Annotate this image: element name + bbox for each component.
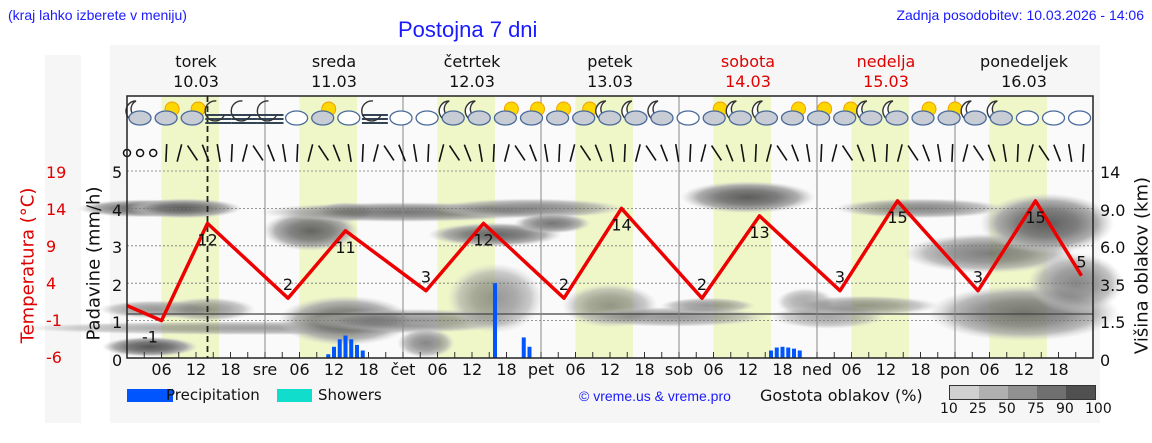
precip-tick: 1 xyxy=(112,313,123,332)
cloud-scale-tick: 25 xyxy=(969,401,987,417)
x-tick: pet xyxy=(527,360,555,379)
x-tick: sob xyxy=(664,360,694,379)
cloud-scale-tick: 90 xyxy=(1056,401,1074,417)
precipitation-axis-label: Padavine (mm/h) xyxy=(83,186,105,341)
cloud-tick: 14 xyxy=(1100,163,1121,182)
svg-text:15: 15 xyxy=(1025,208,1045,227)
precip-tick: 0 xyxy=(112,350,123,370)
svg-text:12: 12 xyxy=(197,230,217,249)
temp-tick: 9 xyxy=(46,237,57,256)
precip-tick: 2 xyxy=(112,275,123,295)
cloud-density-scale xyxy=(949,385,1096,400)
svg-text:2: 2 xyxy=(283,275,293,294)
x-tick: čet xyxy=(390,360,416,379)
svg-text:-1: -1 xyxy=(142,328,158,347)
showers-legend-label: Showers xyxy=(318,386,382,404)
svg-text:2: 2 xyxy=(559,275,569,294)
x-tick: 18 xyxy=(910,360,931,379)
temp-tick: 14 xyxy=(46,200,67,219)
cloud-tick: 6.0 xyxy=(1100,238,1126,257)
day-header-6: ponedeljek 16.03 xyxy=(980,52,1068,91)
cloud-scale-tick: 100 xyxy=(1085,401,1112,417)
x-tick: 06 xyxy=(703,360,724,379)
svg-text:3: 3 xyxy=(835,268,845,287)
cloud-tick: 3.5 xyxy=(1100,275,1126,295)
cloud-height-axis-label: Višina oblakov (km) xyxy=(1131,176,1152,355)
cloud-tick: 0 xyxy=(1100,350,1111,370)
precipitation-swatch xyxy=(127,389,173,402)
x-tick: 18 xyxy=(496,360,517,379)
page-title: Postojna 7 dni xyxy=(398,17,538,42)
x-tick: sre xyxy=(252,360,278,379)
temperature-axis-label: Temperatura (°C) xyxy=(17,187,39,344)
x-tick: 12 xyxy=(737,360,759,379)
x-tick: 18 xyxy=(772,360,793,379)
x-tick: ned xyxy=(801,360,833,379)
temp-tick: -6 xyxy=(46,348,62,367)
temp-tick: -1 xyxy=(46,311,62,330)
wind-barbs-strip xyxy=(122,144,1085,162)
x-tick: 06 xyxy=(151,360,172,379)
x-tick: 12 xyxy=(1013,360,1035,379)
day-header-0: torek 10.03 xyxy=(173,52,219,91)
temp-tick: 4 xyxy=(46,274,57,293)
x-tick: 12 xyxy=(185,360,207,379)
x-tick: 12 xyxy=(875,360,897,379)
x-tick: 06 xyxy=(565,360,586,379)
cloud-density-legend-label: Gostota oblakov (%) xyxy=(760,386,923,405)
temp-tick: 19 xyxy=(46,163,67,182)
precipitation-legend-label: Precipitation xyxy=(166,386,260,404)
svg-text:2: 2 xyxy=(697,275,707,294)
x-tick: 06 xyxy=(841,360,862,379)
svg-text:3: 3 xyxy=(973,268,983,287)
svg-text:11: 11 xyxy=(335,238,355,257)
precipitation-bars xyxy=(326,283,802,358)
cloud-tick: 9.0 xyxy=(1100,200,1126,220)
x-tick: 12 xyxy=(461,360,483,379)
svg-text:15: 15 xyxy=(887,208,907,227)
day-header-5: nedelja 15.03 xyxy=(856,52,916,91)
cloud-density-map xyxy=(13,181,1124,359)
x-tick: 12 xyxy=(599,360,621,379)
cloud-scale-tick: 50 xyxy=(998,401,1016,417)
x-tick: 18 xyxy=(358,360,379,379)
x-tick: 18 xyxy=(1048,360,1069,379)
temperature-labels: -1 12 2 11 3 12 2 14 2 13 3 15 3 15 5 xyxy=(142,208,1087,347)
precip-tick: 5 xyxy=(112,163,123,182)
last-updated: Zadnja posodobitev: 10.03.2026 - 14:06 xyxy=(896,7,1144,23)
weather-icons-strip xyxy=(125,100,1092,126)
svg-text:14: 14 xyxy=(611,215,631,234)
x-tick: pon xyxy=(939,360,971,379)
region-hint[interactable]: (kraj lahko izberete v meniju) xyxy=(8,7,187,23)
precip-tick: 3 xyxy=(112,238,123,257)
svg-text:5: 5 xyxy=(1076,253,1086,272)
day-header-4: sobota 14.03 xyxy=(720,52,776,91)
x-tick: 06 xyxy=(289,360,310,379)
x-tick: 06 xyxy=(979,360,1000,379)
day-header-2: četrtek 12.03 xyxy=(443,52,501,91)
precip-tick: 4 xyxy=(112,200,123,220)
copyright-link[interactable]: © vreme.us & vreme.pro xyxy=(579,388,731,404)
cloud-scale-tick: 75 xyxy=(1027,401,1045,417)
showers-swatch xyxy=(277,389,312,402)
cloud-tick: 1.5 xyxy=(1100,313,1126,332)
cloud-scale-tick: 10 xyxy=(940,401,958,417)
x-tick: 12 xyxy=(323,360,345,379)
temp-axis-panel xyxy=(45,55,81,423)
temperature-line xyxy=(126,199,1083,323)
x-tick: 06 xyxy=(427,360,448,379)
svg-text:13: 13 xyxy=(749,223,769,242)
day-header-3: petek 13.03 xyxy=(587,52,633,91)
svg-text:3: 3 xyxy=(421,268,431,287)
day-header-1: sreda 11.03 xyxy=(311,52,357,91)
svg-text:12: 12 xyxy=(473,230,493,249)
x-tick: 18 xyxy=(220,360,241,379)
x-tick: 18 xyxy=(634,360,655,379)
